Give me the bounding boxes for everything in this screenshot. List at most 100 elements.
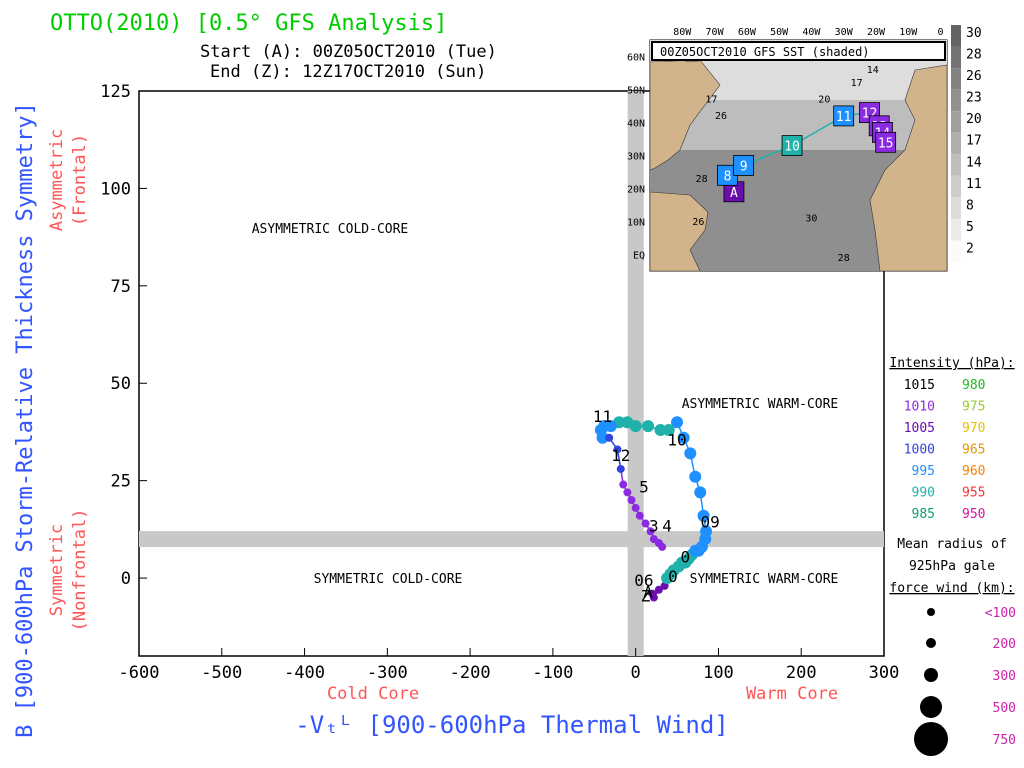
y-axis-label: B [900-600hPa Storm-Relative Thickness S… [13,102,38,738]
inset-lon-label: 40W [802,27,821,38]
track-point-3-4 [621,416,634,429]
inset-track-box-label: A [730,186,738,201]
legend-left-value: 1005 [904,421,935,436]
track-point-3-0 [662,424,675,436]
legend-right-value: 975 [962,400,985,415]
track-point-2-9 [677,431,690,444]
colorbar-label: 26 [966,69,982,84]
track-point-6-3 [631,503,640,512]
inset-north-america [649,59,721,171]
inset-lat-label: 10N [627,218,645,229]
colorbar-segment [951,89,961,112]
track-label: 5 [639,477,649,496]
inset-contour-label: 17 [851,78,863,89]
track-point-2-7 [689,470,702,483]
x-tick-label: 100 [703,663,734,683]
track-point-2-5 [697,509,710,522]
inset-lon-label: 60W [738,27,757,38]
y-tick-label: 25 [111,472,131,492]
inset-track-box-label: 15 [878,136,894,151]
inset-lon-label: 80W [673,27,692,38]
track-point-6-4 [635,511,644,520]
colorbar-label: 11 [966,177,982,192]
inset-lat-label: 40N [627,119,645,130]
inset-track-box [733,154,755,176]
inset-contour-label: 20 [818,95,830,106]
colorbar-label: 2 [966,241,974,256]
wind-size-marker [924,668,938,682]
inset-lat-labels: 60N 50N 40N 30N 20N 10N EQ [627,53,645,262]
track-point-4-3 [596,431,609,444]
y-tick-label: 75 [111,277,131,297]
inset-lat-label: 30N [627,152,645,163]
x-tick-label: 200 [786,663,817,683]
y-sym-label-2: (Nonfrontal) [70,509,90,632]
inset-lon-label: 0 [938,27,944,38]
track-point-6-5 [641,519,650,528]
wind-size-legend: <100 200 300 500 750 [914,606,1016,756]
inset-lon-label: 30W [835,27,854,38]
track-point-2-4 [700,525,713,538]
legend-right-value: 970 [962,421,985,436]
colorbar-label: 5 [966,220,974,235]
y-axis-ticks: 0 25 50 75 100 125 [100,82,147,589]
inset-sst-map: 00Z05OCT2010 GFS SST (shaded) 80W 70W 60W 5… [627,27,948,272]
start-time: Start (A): 00Z05OCT2010 (Tue) [200,42,497,62]
track-points [594,416,713,602]
symmetry-threshold-line [139,531,884,548]
x-tick-label: -600 [119,663,160,683]
colorbar-label: 14 [966,155,982,170]
inset-contour-label: 26 [692,217,704,228]
colorbar-segment [951,132,961,155]
wind-size-label: 500 [993,701,1016,716]
track-point-2-8 [684,447,697,460]
wind-title-1: Mean radius of [897,537,1007,552]
track-label: 10 [667,431,686,450]
track-point-0-1 [649,593,658,602]
legend-left-value: 985 [912,507,935,522]
legend-left-value: 990 [912,486,935,501]
colorbar-label: 23 [966,91,982,106]
x-tick-label: -200 [450,663,491,683]
colorbar-label: 17 [966,134,982,149]
inset-track-box [875,131,897,153]
legend-right-value: 950 [962,507,985,522]
colorbar-label: 20 [966,112,982,127]
y-tick-label: 50 [111,374,131,394]
track-label: 11 [593,407,612,426]
track-label: 06 [634,571,653,590]
inset-contour-label: 28 [696,174,708,185]
inset-lat-label: 50N [627,86,645,97]
legend-right-value: 965 [962,443,985,458]
y-tick-label: 100 [100,179,131,199]
colorbar-label: 28 [966,48,982,63]
track-point-6-0 [619,480,628,489]
y-tick-label: 0 [121,569,131,589]
inset-lon-label: 70W [706,27,725,38]
track-label: 0 [668,567,678,586]
inset-lat-label: EQ [633,251,645,262]
inset-contour-label: 17 [705,95,717,106]
wind-title-3: force wind (km): [889,581,1014,596]
inset-title-box [651,41,946,61]
legend-left-value: 995 [912,464,935,479]
track-label: Z [641,586,651,605]
colorbar-segment [951,240,961,262]
track-point-6-9 [658,542,667,551]
track-point-6-1 [623,488,632,497]
wind-title-2: 925hPa gale [909,559,995,574]
inset-lon-label: 10W [899,27,918,38]
wind-size-marker [914,722,948,756]
quadrant-sym-cold: SYMMETRIC COLD-CORE [314,572,463,587]
wind-size-label: 750 [993,733,1016,748]
track-point-6-6 [646,527,655,536]
track-point-3-2 [642,420,655,433]
quadrant-asym-warm: ASYMMETRIC WARM-CORE [682,397,839,412]
x-axis-ticks: -600 -500 -400 -300 -200 -100 0 100 200 300 [119,648,899,683]
track-point-5-0 [605,433,614,442]
track-label: A [643,583,653,602]
inset-south-america [649,191,709,272]
inset-contour-label: 26 [715,111,727,122]
